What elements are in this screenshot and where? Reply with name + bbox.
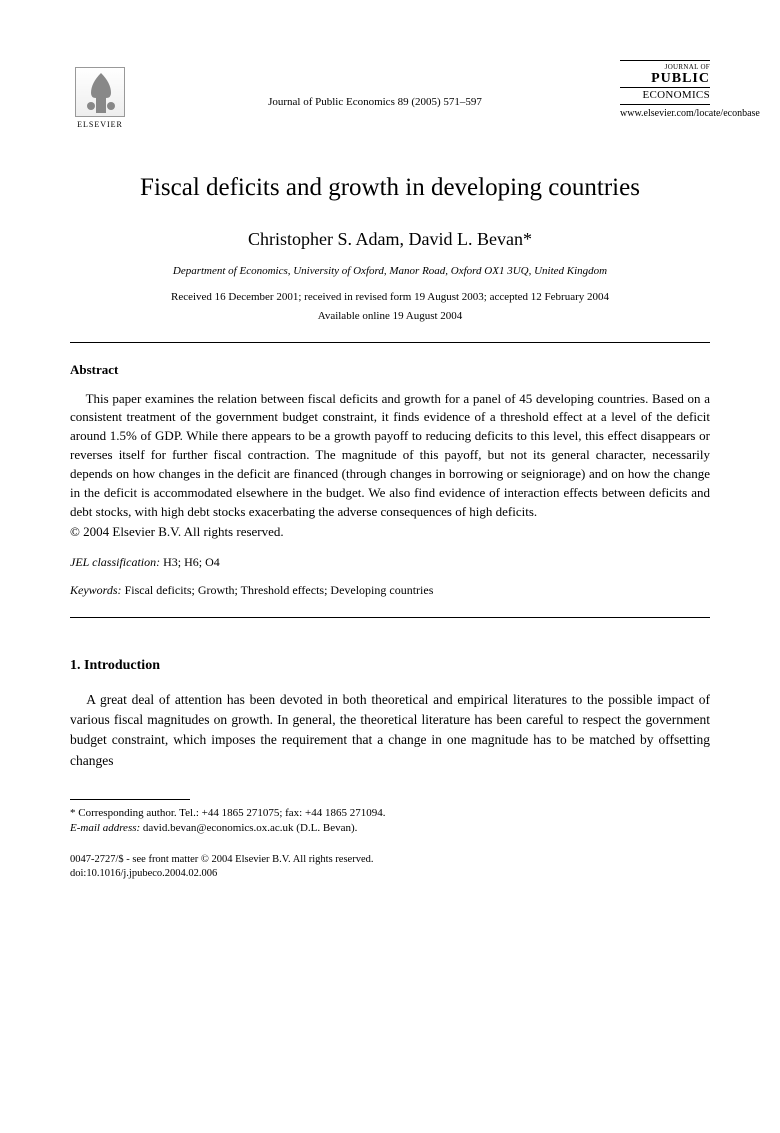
- abstract-text: This paper examines the relation between…: [70, 390, 710, 522]
- affiliation: Department of Economics, University of O…: [70, 264, 710, 279]
- divider-top: [70, 342, 710, 343]
- received-dates: Received 16 December 2001; received in r…: [70, 290, 710, 305]
- email-footnote: E-mail address: david.bevan@economics.ox…: [70, 821, 710, 836]
- journal-logo-line3: ECONOMICS: [620, 87, 710, 102]
- journal-title-box: JOURNAL OF PUBLIC ECONOMICS: [620, 60, 710, 105]
- email-value: david.bevan@economics.ox.ac.uk (D.L. Bev…: [140, 822, 357, 834]
- jel-classification: JEL classification: H3; H6; O4: [70, 554, 710, 571]
- footer-doi: doi:10.1016/j.jpubeco.2004.02.006: [70, 867, 710, 882]
- corresponding-author-footnote: * Corresponding author. Tel.: +44 1865 2…: [70, 806, 710, 821]
- page-footer: 0047-2727/$ - see front matter © 2004 El…: [70, 853, 710, 882]
- introduction-heading: 1. Introduction: [70, 656, 710, 676]
- jel-value: H3; H6; O4: [160, 555, 220, 569]
- footnote-rule: [70, 799, 190, 800]
- divider-bottom: [70, 617, 710, 618]
- keywords-value: Fiscal deficits; Growth; Threshold effec…: [122, 583, 434, 597]
- introduction-text: A great deal of attention has been devot…: [70, 690, 710, 771]
- authors: Christopher S. Adam, David L. Bevan*: [70, 227, 710, 252]
- elsevier-logo: ELSEVIER: [70, 60, 130, 130]
- paper-title: Fiscal deficits and growth in developing…: [70, 170, 710, 205]
- keywords: Keywords: Fiscal deficits; Growth; Thres…: [70, 582, 710, 599]
- journal-logo-line2: PUBLIC: [620, 71, 710, 87]
- abstract-copyright: © 2004 Elsevier B.V. All rights reserved…: [70, 523, 710, 541]
- online-date: Available online 19 August 2004: [70, 309, 710, 324]
- page-header: ELSEVIER Journal of Public Economics 89 …: [70, 60, 710, 130]
- elsevier-tree-icon: [75, 67, 125, 117]
- journal-reference: Journal of Public Economics 89 (2005) 57…: [130, 95, 620, 110]
- journal-logo: JOURNAL OF PUBLIC ECONOMICS www.elsevier…: [620, 60, 710, 121]
- journal-reference-block: Journal of Public Economics 89 (2005) 57…: [130, 60, 620, 110]
- journal-url: www.elsevier.com/locate/econbase: [620, 107, 710, 121]
- jel-label: JEL classification:: [70, 555, 160, 569]
- elsevier-name: ELSEVIER: [77, 119, 123, 130]
- footer-front-matter: 0047-2727/$ - see front matter © 2004 El…: [70, 853, 710, 868]
- email-label: E-mail address:: [70, 822, 140, 834]
- keywords-label: Keywords:: [70, 583, 122, 597]
- journal-logo-line1: JOURNAL OF: [620, 63, 710, 71]
- abstract-heading: Abstract: [70, 361, 710, 379]
